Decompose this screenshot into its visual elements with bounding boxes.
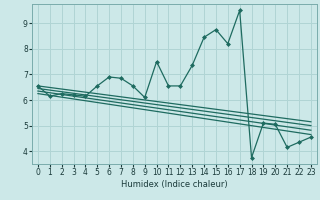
X-axis label: Humidex (Indice chaleur): Humidex (Indice chaleur): [121, 180, 228, 189]
